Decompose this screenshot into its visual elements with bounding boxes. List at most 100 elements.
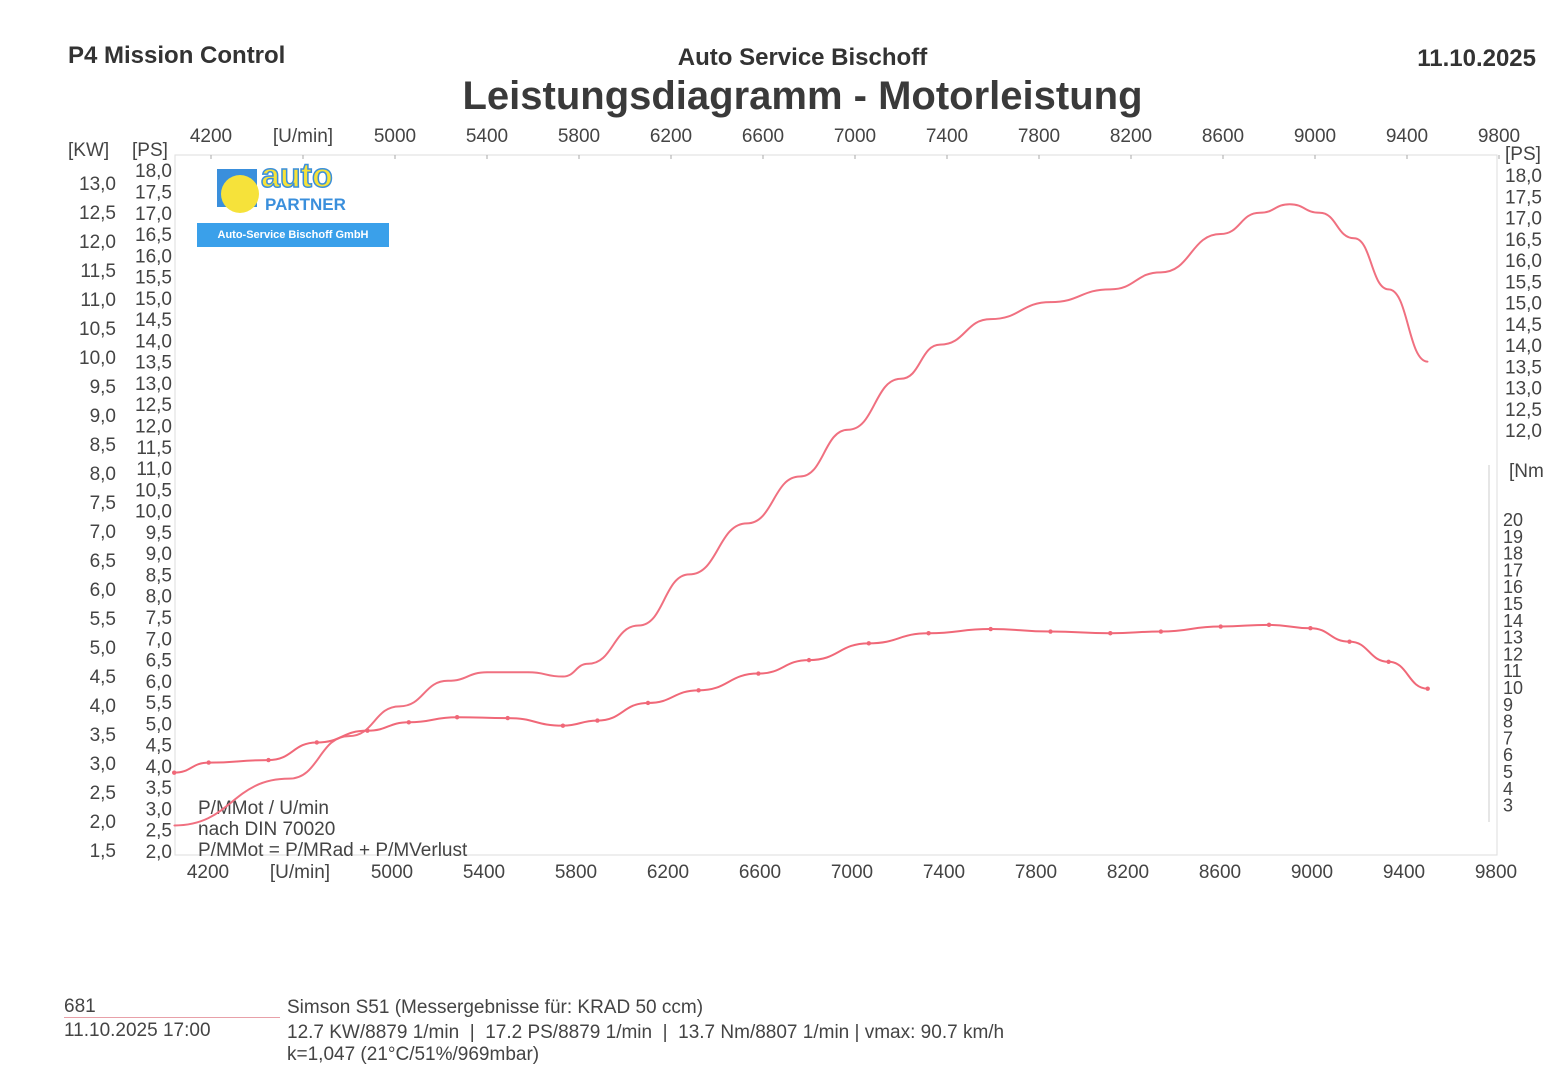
- kw-tick-label: 7,5: [90, 493, 116, 514]
- kw-tick-label: 7,0: [90, 522, 116, 543]
- auto-partner-logo: auto PARTNER Auto-Service Bischoff GmbH: [197, 156, 389, 249]
- logo-word-auto: auto: [260, 156, 333, 196]
- chart-annotation: P/MMot = P/MRad + P/MVerlust: [198, 840, 468, 861]
- right-ps-tick-label: 17,5: [1505, 187, 1542, 208]
- power-point: [1288, 203, 1291, 206]
- x-tick-label-bottom: 5400: [463, 862, 505, 883]
- power-point: [1160, 271, 1162, 274]
- nm-tick-label: 17: [1503, 560, 1523, 580]
- torque-point: [866, 641, 871, 646]
- x-tick-label-top: 5400: [466, 126, 508, 147]
- nm-tick-label: 3: [1503, 796, 1513, 816]
- x-tick-label-bottom: 9800: [1475, 862, 1517, 883]
- ps-tick-label: 13,5: [135, 353, 172, 374]
- nm-tick-label: 11: [1503, 661, 1522, 681]
- ps-tick-label: 15,0: [135, 289, 172, 310]
- logo-banner: Auto-Service Bischoff GmbH: [197, 223, 389, 247]
- kw-axis-label: [KW]: [68, 140, 109, 161]
- run-datetime: 11.10.2025 17:00: [64, 1020, 211, 1041]
- torque-point: [1425, 686, 1430, 691]
- power-point: [486, 671, 488, 674]
- torque-point: [806, 657, 812, 663]
- torque-point: [365, 728, 370, 733]
- power-point: [1318, 211, 1321, 214]
- divider: [64, 1017, 280, 1018]
- torque-point: [1048, 629, 1053, 634]
- ps-tick-label: 3,5: [146, 778, 172, 799]
- x-tick-label-bottom: 9000: [1291, 862, 1333, 883]
- x-tick-label-top: 7400: [926, 126, 968, 147]
- x-tick-label-bottom: 7800: [1015, 862, 1057, 883]
- kw-tick-label: 5,0: [90, 638, 116, 659]
- kw-tick-label: 6,0: [90, 580, 116, 601]
- torque-point: [756, 671, 761, 676]
- run-id: 681: [64, 996, 96, 1017]
- kw-tick-label: 10,0: [79, 348, 116, 369]
- nm-axis-label: [Nm: [1509, 461, 1544, 482]
- power-point: [638, 624, 640, 627]
- torque-point: [696, 688, 701, 693]
- power-point: [1426, 360, 1429, 363]
- right-ps-axis-label: [PS]: [1505, 144, 1541, 165]
- kw-tick-label: 8,5: [90, 435, 116, 456]
- company-name: Auto Service Bischoff: [677, 44, 928, 71]
- x-tick-label-bottom: 5000: [371, 862, 413, 883]
- kw-tick-label: 3,5: [90, 725, 116, 746]
- torque-point: [560, 723, 566, 728]
- kw-tick-label: 5,5: [90, 609, 116, 630]
- nm-tick-label: 8: [1503, 712, 1513, 732]
- ps-tick-label: 4,5: [146, 736, 172, 757]
- torque-point: [1386, 659, 1391, 664]
- logo-word-partner: PARTNER: [265, 195, 346, 214]
- x-tick-label-bottom: [U/min]: [270, 862, 330, 883]
- ps-tick-label: 9,5: [146, 523, 172, 544]
- power-point: [799, 475, 801, 478]
- torque-point: [926, 631, 931, 636]
- nm-tick-label: 10: [1503, 678, 1523, 698]
- torque-point: [595, 718, 600, 723]
- ps-tick-label: 6,5: [146, 651, 172, 672]
- kw-tick-label: 12,5: [79, 203, 116, 224]
- torque-point: [406, 720, 411, 725]
- ps-tick-label: 15,5: [135, 268, 172, 289]
- kw-tick-label: 8,0: [90, 464, 116, 485]
- torque-point: [1266, 622, 1272, 628]
- ps-tick-label: 10,5: [135, 480, 172, 501]
- kw-tick-label: 12,0: [79, 232, 116, 253]
- plot-area: [174, 154, 1498, 856]
- kw-tick-label: 9,0: [90, 406, 116, 427]
- nm-tick-label: 19: [1503, 527, 1523, 547]
- ps-tick-label: 4,0: [146, 757, 172, 778]
- kw-tick-label: 4,0: [90, 696, 116, 717]
- right-ps-tick-label: 14,0: [1505, 336, 1542, 357]
- torque-curve: [174, 623, 1428, 774]
- torque-point: [266, 757, 271, 763]
- power-point: [847, 428, 849, 431]
- kw-tick-label: 4,5: [90, 667, 116, 688]
- ps-tick-label: 5,5: [146, 693, 172, 714]
- x-tick-label-bottom: 5800: [555, 862, 597, 883]
- torque-point: [505, 715, 510, 721]
- kw-tick-label: 2,0: [90, 812, 116, 833]
- nm-tick-label: 6: [1503, 745, 1513, 765]
- power-point: [562, 675, 564, 678]
- ps-tick-label: 11,5: [136, 438, 172, 459]
- power-point: [348, 735, 350, 737]
- power-point: [398, 705, 401, 708]
- x-tick-label-bottom: 4200: [187, 862, 229, 883]
- report-date: 11.10.2025: [1417, 45, 1536, 72]
- right-ps-tick-label: 14,5: [1505, 315, 1542, 336]
- x-tick-label-bottom: 6600: [739, 862, 781, 883]
- x-tick-label-top: 6600: [742, 126, 784, 147]
- vehicle-description: Simson S51 (Messergebnisse für: KRAD 50 …: [287, 997, 704, 1018]
- right-ps-tick-label: 18,0: [1505, 166, 1542, 187]
- logo-sun-icon: [221, 175, 259, 213]
- nm-tick-label: 16: [1503, 577, 1523, 597]
- power-point: [746, 522, 748, 525]
- right-ps-tick-label: 16,0: [1505, 251, 1542, 272]
- x-tick-label-bottom: 6200: [647, 862, 689, 883]
- x-tick-label-top: 8200: [1110, 126, 1152, 147]
- power-point: [939, 343, 941, 346]
- ps-tick-label: 9,0: [146, 544, 172, 565]
